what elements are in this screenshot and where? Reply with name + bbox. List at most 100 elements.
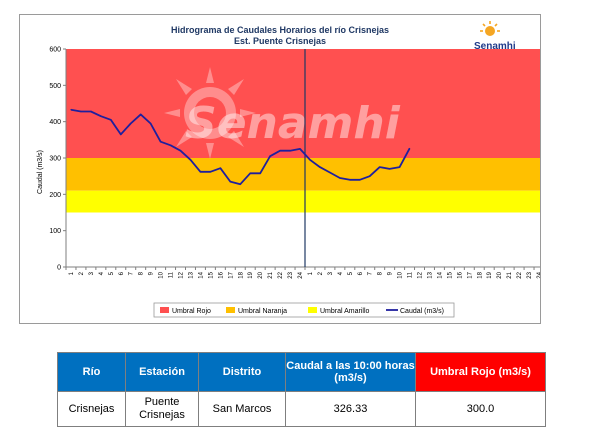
data-point (219, 167, 221, 169)
sun-icon (480, 21, 500, 36)
x-tick-label: 17 (467, 271, 473, 278)
x-tick-label: 19 (487, 271, 493, 278)
header-distrito: Distrito (198, 352, 286, 392)
y-axis-label: Caudal (m3/s) (37, 150, 44, 194)
cell-umbral-rojo: 300.0 (415, 391, 546, 427)
data-point (399, 166, 401, 168)
data-point (140, 113, 142, 115)
x-tick-label: 2 (318, 271, 324, 275)
x-tick-label: 5 (348, 271, 354, 275)
x-tick-label: 19 (248, 271, 254, 278)
data-point (150, 122, 152, 125)
x-tick-label: 2 (79, 271, 85, 275)
data-point (209, 171, 211, 173)
x-tick-label: 22 (278, 271, 284, 278)
x-tick-label: 7 (129, 271, 135, 275)
legend-item-label: Umbral Amarillo (320, 308, 370, 315)
x-tick-label: 11 (408, 271, 414, 278)
x-tick-label: 3 (328, 271, 334, 275)
y-tick-label: 500 (49, 83, 61, 90)
data-point (289, 150, 291, 152)
watermark: Senamhi (164, 67, 401, 159)
y-tick-label: 0 (57, 265, 61, 272)
x-tick-label: 8 (139, 271, 145, 275)
data-point (339, 177, 341, 179)
data-point (379, 166, 381, 168)
y-tick-label: 400 (49, 119, 61, 126)
x-tick-label: 5 (109, 271, 115, 275)
x-tick-label: 15 (447, 271, 453, 278)
data-point (259, 172, 261, 174)
x-tick-label: 18 (477, 271, 483, 278)
x-tick-label: 3 (89, 271, 95, 275)
header-umbral-rojo: Umbral Rojo (m3/s) (415, 352, 546, 392)
x-tick-label: 7 (368, 271, 374, 275)
data-point (229, 181, 231, 183)
x-tick-label: 17 (228, 271, 234, 278)
data-point (110, 119, 112, 121)
x-tick-label: 9 (388, 271, 394, 275)
series-layer (70, 108, 411, 186)
x-tick-label: 18 (238, 271, 244, 278)
data-point (329, 171, 331, 174)
data-point (299, 148, 301, 150)
data-point (249, 172, 251, 174)
data-point (160, 141, 162, 143)
data-point (179, 150, 182, 152)
band-umbral-rojo (66, 49, 540, 158)
data-point (319, 166, 321, 168)
x-tick-label: 10 (398, 271, 404, 278)
legend-box (153, 302, 455, 318)
x-tick-label: 16 (457, 271, 463, 278)
header-rio: Río (57, 352, 126, 392)
data-point (369, 175, 371, 177)
x-tick-label: 14 (437, 271, 443, 278)
data-point (349, 179, 351, 181)
data-point (189, 159, 192, 161)
legend-swatch (308, 307, 317, 313)
table-header-row: Río Estación Distrito Caudal a las 10:00… (57, 352, 546, 392)
data-point (70, 109, 72, 111)
watermark-sun-icon (164, 67, 256, 159)
legend: Umbral Rojo Umbral Naranja Umbral Amarillo… (153, 302, 455, 318)
x-tick-label: 10 (159, 271, 165, 278)
x-tick-label: 11 (169, 271, 175, 278)
cell-estacion: Puente Crisnejas (125, 391, 199, 427)
data-point (279, 150, 281, 152)
data-point (130, 122, 132, 125)
x-tick-label: 20 (258, 271, 264, 278)
x-tick-label: 6 (119, 271, 125, 275)
data-point (269, 155, 271, 157)
data-point (90, 110, 92, 113)
y-tick-label: 300 (49, 156, 61, 163)
cell-caudal: 326.33 (285, 391, 416, 427)
x-tick-label: 12 (179, 271, 185, 278)
x-tick-label: 16 (218, 271, 224, 278)
legend-swatch (226, 307, 235, 313)
x-tick-label: 1 (69, 271, 75, 275)
x-tick-label: 8 (378, 271, 384, 275)
threshold-bands (66, 49, 540, 213)
band-umbral-naranja (66, 158, 540, 191)
data-point (309, 159, 311, 161)
data-point (80, 110, 82, 113)
x-tick-label: 15 (208, 271, 214, 278)
x-tick-label: 6 (358, 271, 364, 275)
x-tick-label: 4 (99, 271, 105, 275)
x-tick-label: 20 (497, 271, 503, 278)
cell-distrito: San Marcos (198, 391, 286, 427)
table-row: Crisnejas Puente Crisnejas San Marcos 32… (57, 391, 546, 427)
band-umbral-amarillo (66, 190, 540, 213)
data-point (120, 133, 122, 135)
legend-item-label: Umbral Rojo (172, 308, 211, 315)
y-tick-label: 200 (49, 192, 61, 199)
x-tick-label: 23 (527, 271, 533, 278)
header-estacion: Estación (125, 352, 199, 392)
watermark-text: Senamhi (185, 98, 401, 149)
cell-rio: Crisnejas (57, 391, 126, 427)
x-tick-label: 9 (149, 271, 155, 275)
x-tick-label: 22 (517, 271, 523, 278)
data-point (389, 168, 391, 170)
